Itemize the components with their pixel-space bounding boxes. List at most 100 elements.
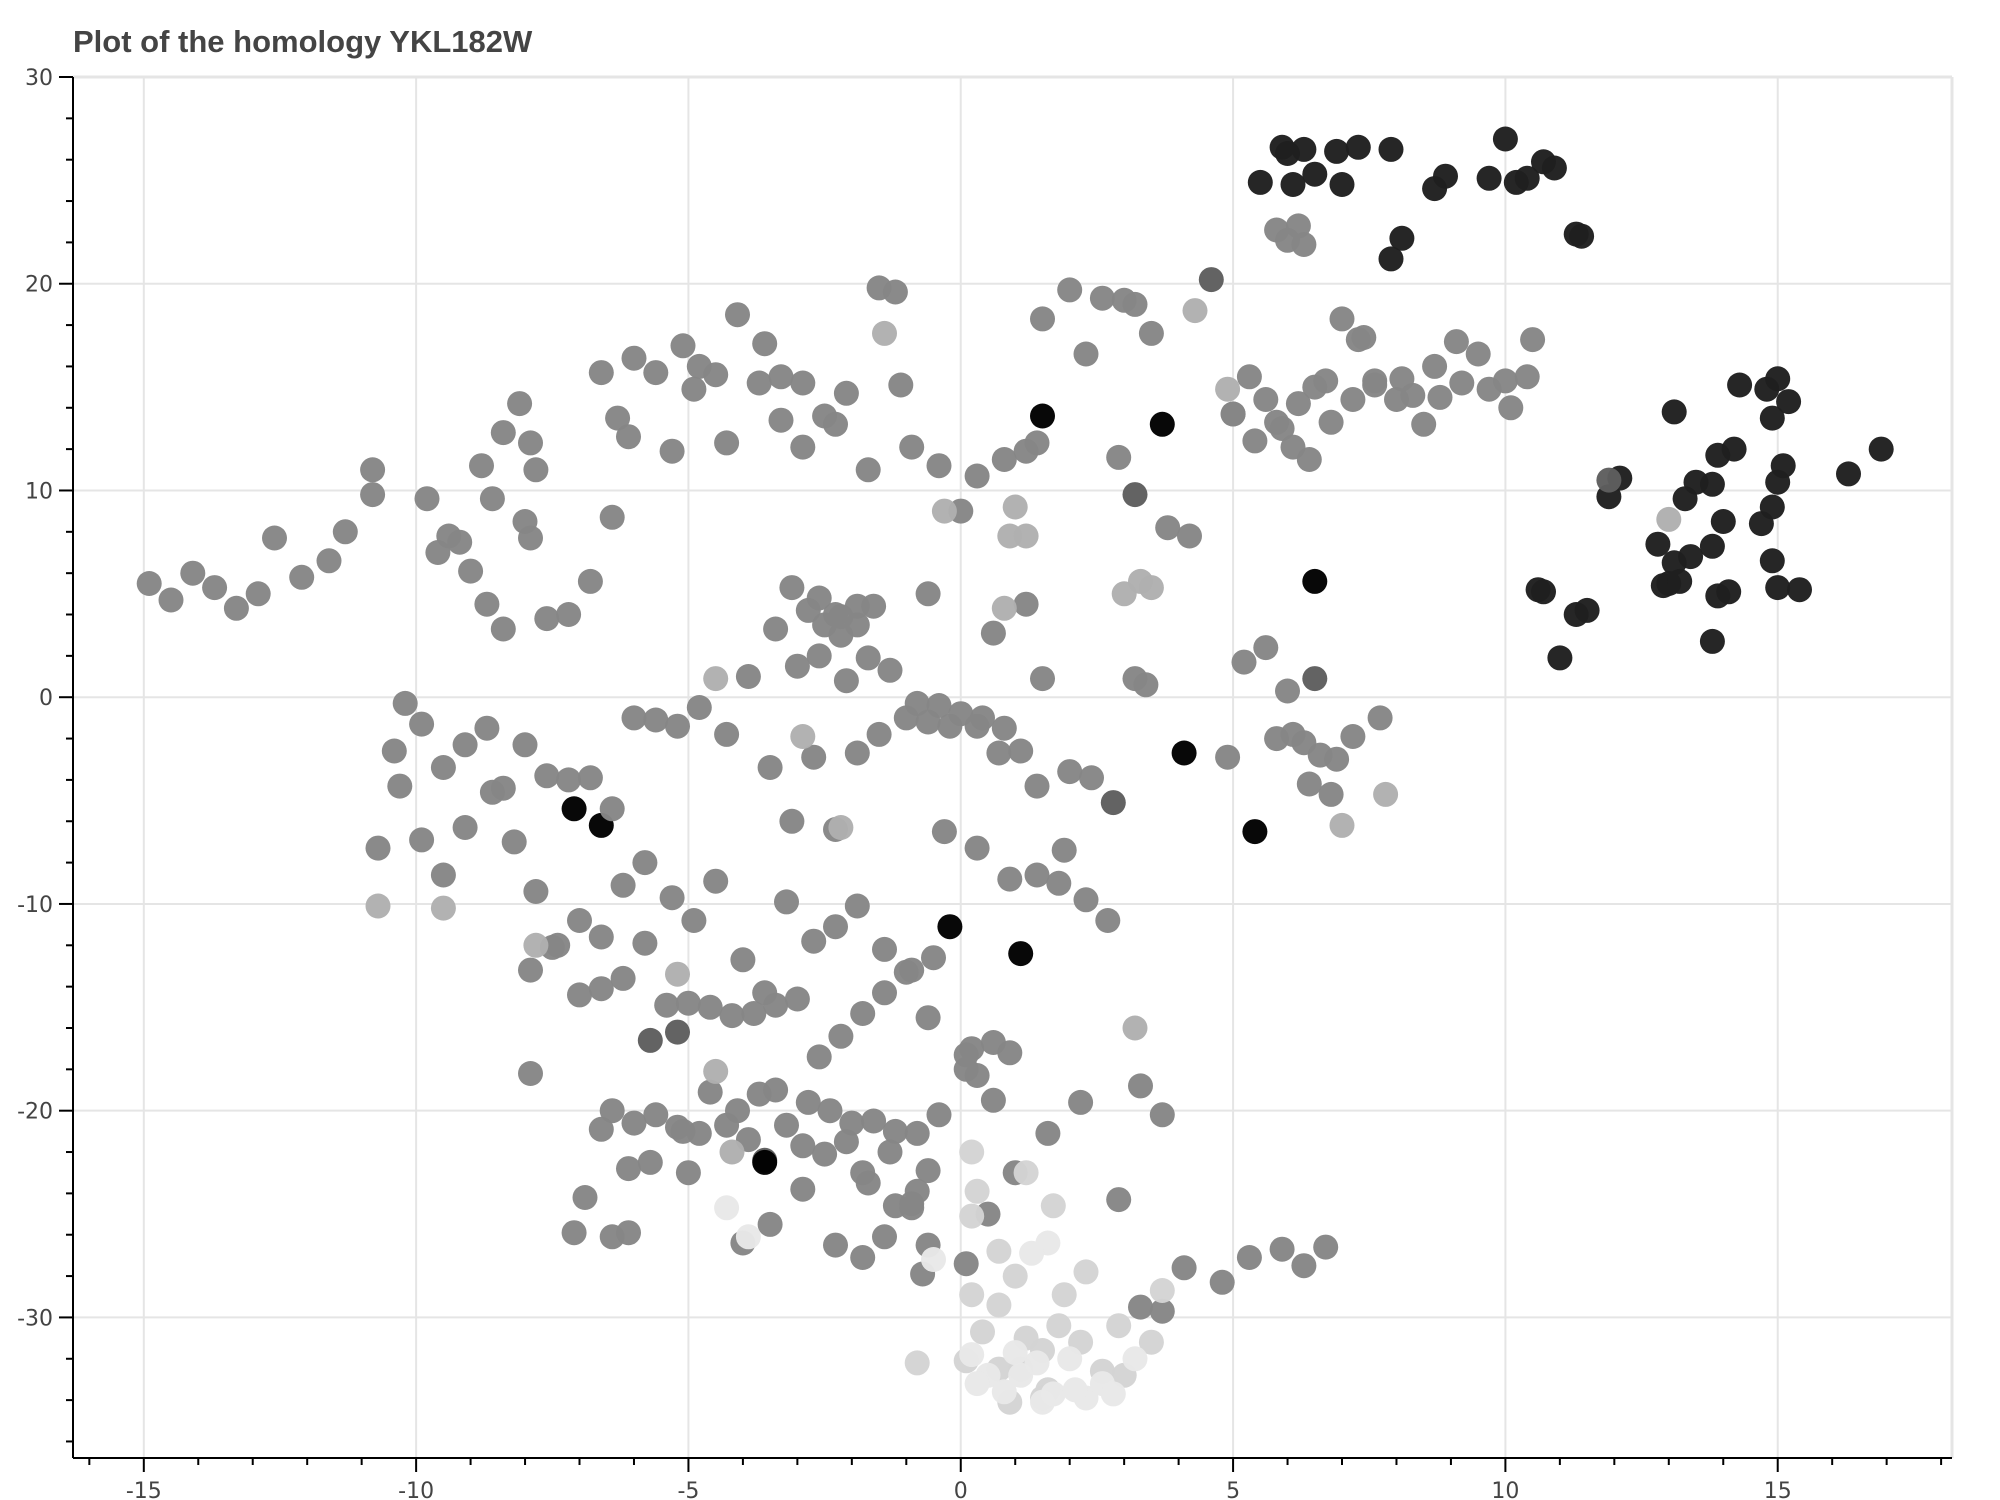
data-point <box>599 504 625 530</box>
data-point <box>1035 1120 1061 1146</box>
data-point <box>774 889 799 915</box>
x-tick-label: -15 <box>126 1479 162 1500</box>
data-point <box>970 1319 995 1345</box>
data-point <box>1672 486 1698 512</box>
x-tick-label: 0 <box>954 1479 968 1500</box>
data-point <box>1710 509 1736 534</box>
data-point <box>1057 1346 1083 1372</box>
data-point <box>904 690 930 716</box>
data-point <box>1422 353 1448 379</box>
data-point <box>490 616 516 642</box>
data-point <box>1242 428 1268 454</box>
data-point <box>621 345 647 371</box>
data-point <box>833 380 859 406</box>
x-tick-label: -10 <box>398 1479 434 1500</box>
data-point <box>1302 666 1328 692</box>
data-point <box>1302 568 1328 594</box>
data-point <box>518 1061 543 1086</box>
data-point <box>1645 531 1671 557</box>
data-point <box>1373 781 1399 807</box>
data-point <box>877 657 903 683</box>
data-point <box>474 591 500 617</box>
data-point <box>757 1211 783 1237</box>
data-point <box>1057 759 1083 785</box>
data-point <box>795 1089 821 1115</box>
data-point <box>730 947 756 973</box>
data-point <box>1198 267 1224 293</box>
data-point <box>986 740 1012 766</box>
data-point <box>430 895 456 921</box>
data-point <box>926 453 952 479</box>
data-point <box>991 595 1017 621</box>
data-point <box>1106 444 1132 470</box>
data-point <box>872 936 897 962</box>
data-point <box>1324 746 1350 772</box>
data-point <box>1002 494 1028 520</box>
data-point <box>1296 447 1322 472</box>
data-point <box>1705 583 1731 609</box>
data-point <box>643 1102 669 1128</box>
data-point <box>588 976 614 1002</box>
data-point <box>430 862 456 888</box>
data-point <box>866 721 892 747</box>
data-point <box>1269 1236 1295 1262</box>
data-point <box>899 434 925 460</box>
data-point <box>1296 771 1322 797</box>
data-point <box>1351 325 1377 350</box>
data-point <box>757 755 783 780</box>
axes: -15 -10 -5 0 5 10 15 30 20 10 0 -10 -20 -30 <box>17 66 1952 1500</box>
data-point <box>1128 1073 1153 1099</box>
data-point <box>1002 1263 1028 1289</box>
data-point <box>1073 887 1099 913</box>
data-point <box>823 1232 848 1258</box>
data-point <box>1389 366 1415 392</box>
data-point <box>964 835 990 861</box>
data-point <box>1253 635 1279 661</box>
data-point <box>1106 1187 1132 1213</box>
data-point <box>681 376 707 402</box>
data-point <box>714 430 740 456</box>
data-point <box>828 1023 854 1049</box>
data-point <box>1302 161 1328 187</box>
data-point <box>1329 172 1355 197</box>
data-point <box>452 815 478 840</box>
data-point <box>1013 523 1039 549</box>
data-point <box>1427 384 1453 410</box>
y-tick-label: 0 <box>39 686 53 711</box>
data-point <box>1721 436 1747 462</box>
data-point <box>447 529 473 555</box>
data-point <box>1514 364 1540 390</box>
data-point <box>1155 515 1181 541</box>
data-point <box>659 885 685 911</box>
data-point <box>523 932 549 958</box>
data-point <box>779 808 805 834</box>
data-point <box>1182 298 1208 324</box>
data-point <box>1699 533 1725 559</box>
data-point <box>997 1040 1023 1066</box>
data-point <box>1280 721 1306 747</box>
data-point <box>1291 1253 1317 1279</box>
data-point <box>882 1193 908 1219</box>
data-point <box>316 548 342 574</box>
data-point <box>1759 548 1785 574</box>
data-point <box>1563 221 1589 247</box>
data-point <box>1215 744 1241 770</box>
data-point <box>882 279 908 305</box>
data-point <box>1051 1282 1077 1308</box>
data-point <box>1699 628 1725 654</box>
data-point <box>850 1001 876 1026</box>
data-point <box>1040 1193 1066 1219</box>
data-point <box>980 620 1006 646</box>
data-point <box>1759 405 1785 431</box>
data-point <box>790 1176 816 1202</box>
data-point <box>959 1139 985 1165</box>
data-point <box>567 982 592 1008</box>
y-tick-label: -10 <box>17 893 53 918</box>
y-tick-label: -20 <box>17 1100 53 1125</box>
data-point <box>1378 136 1404 162</box>
data-point <box>714 1112 740 1138</box>
data-point <box>1264 409 1290 435</box>
data-point <box>572 1185 598 1210</box>
data-point <box>632 930 658 956</box>
